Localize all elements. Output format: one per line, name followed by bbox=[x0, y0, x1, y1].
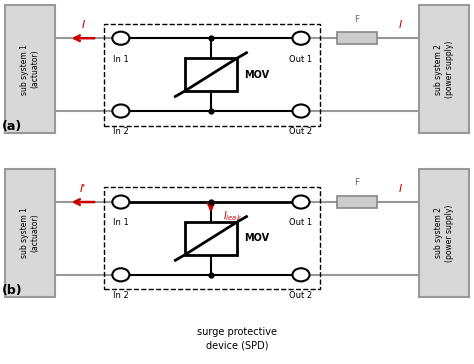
Text: (b): (b) bbox=[2, 284, 23, 297]
Bar bbox=[104, 187, 320, 289]
Text: I: I bbox=[399, 20, 402, 30]
Text: sub system 1
(actuator): sub system 1 (actuator) bbox=[19, 44, 40, 95]
Text: F: F bbox=[354, 15, 359, 24]
Text: sub system 1
(actuator): sub system 1 (actuator) bbox=[19, 207, 40, 258]
Text: In 1: In 1 bbox=[113, 55, 129, 64]
Bar bbox=[337, 196, 377, 208]
Text: I': I' bbox=[80, 184, 86, 194]
Bar bbox=[5, 169, 55, 297]
Bar bbox=[5, 5, 55, 133]
Bar bbox=[419, 5, 469, 133]
Text: In 2: In 2 bbox=[113, 291, 129, 300]
Text: sub system 2
(power supply): sub system 2 (power supply) bbox=[434, 40, 455, 98]
Text: I: I bbox=[82, 20, 84, 30]
Bar bbox=[337, 32, 377, 44]
Text: I: I bbox=[399, 184, 402, 194]
Circle shape bbox=[292, 104, 310, 118]
Text: Out 2: Out 2 bbox=[290, 127, 312, 136]
Bar bbox=[185, 58, 237, 91]
Circle shape bbox=[112, 195, 129, 209]
Text: Out 1: Out 1 bbox=[290, 55, 312, 64]
Text: In 1: In 1 bbox=[113, 218, 129, 228]
Text: F: F bbox=[354, 178, 359, 187]
Circle shape bbox=[292, 195, 310, 209]
Text: sub system 2
(power supply): sub system 2 (power supply) bbox=[434, 204, 455, 262]
Text: surge protective
device (SPD): surge protective device (SPD) bbox=[197, 327, 277, 350]
Circle shape bbox=[112, 32, 129, 45]
Text: (a): (a) bbox=[2, 120, 23, 133]
Text: MOV: MOV bbox=[244, 70, 269, 80]
Circle shape bbox=[112, 268, 129, 281]
Text: Out 2: Out 2 bbox=[290, 291, 312, 300]
Circle shape bbox=[292, 268, 310, 281]
Text: MOV: MOV bbox=[244, 233, 269, 244]
Text: $I_{leak}$: $I_{leak}$ bbox=[223, 210, 242, 223]
Bar bbox=[185, 222, 237, 255]
Circle shape bbox=[292, 32, 310, 45]
Text: In 2: In 2 bbox=[113, 127, 129, 136]
Circle shape bbox=[112, 104, 129, 118]
Bar bbox=[419, 169, 469, 297]
Text: Out 1: Out 1 bbox=[290, 218, 312, 228]
Bar bbox=[104, 24, 320, 126]
